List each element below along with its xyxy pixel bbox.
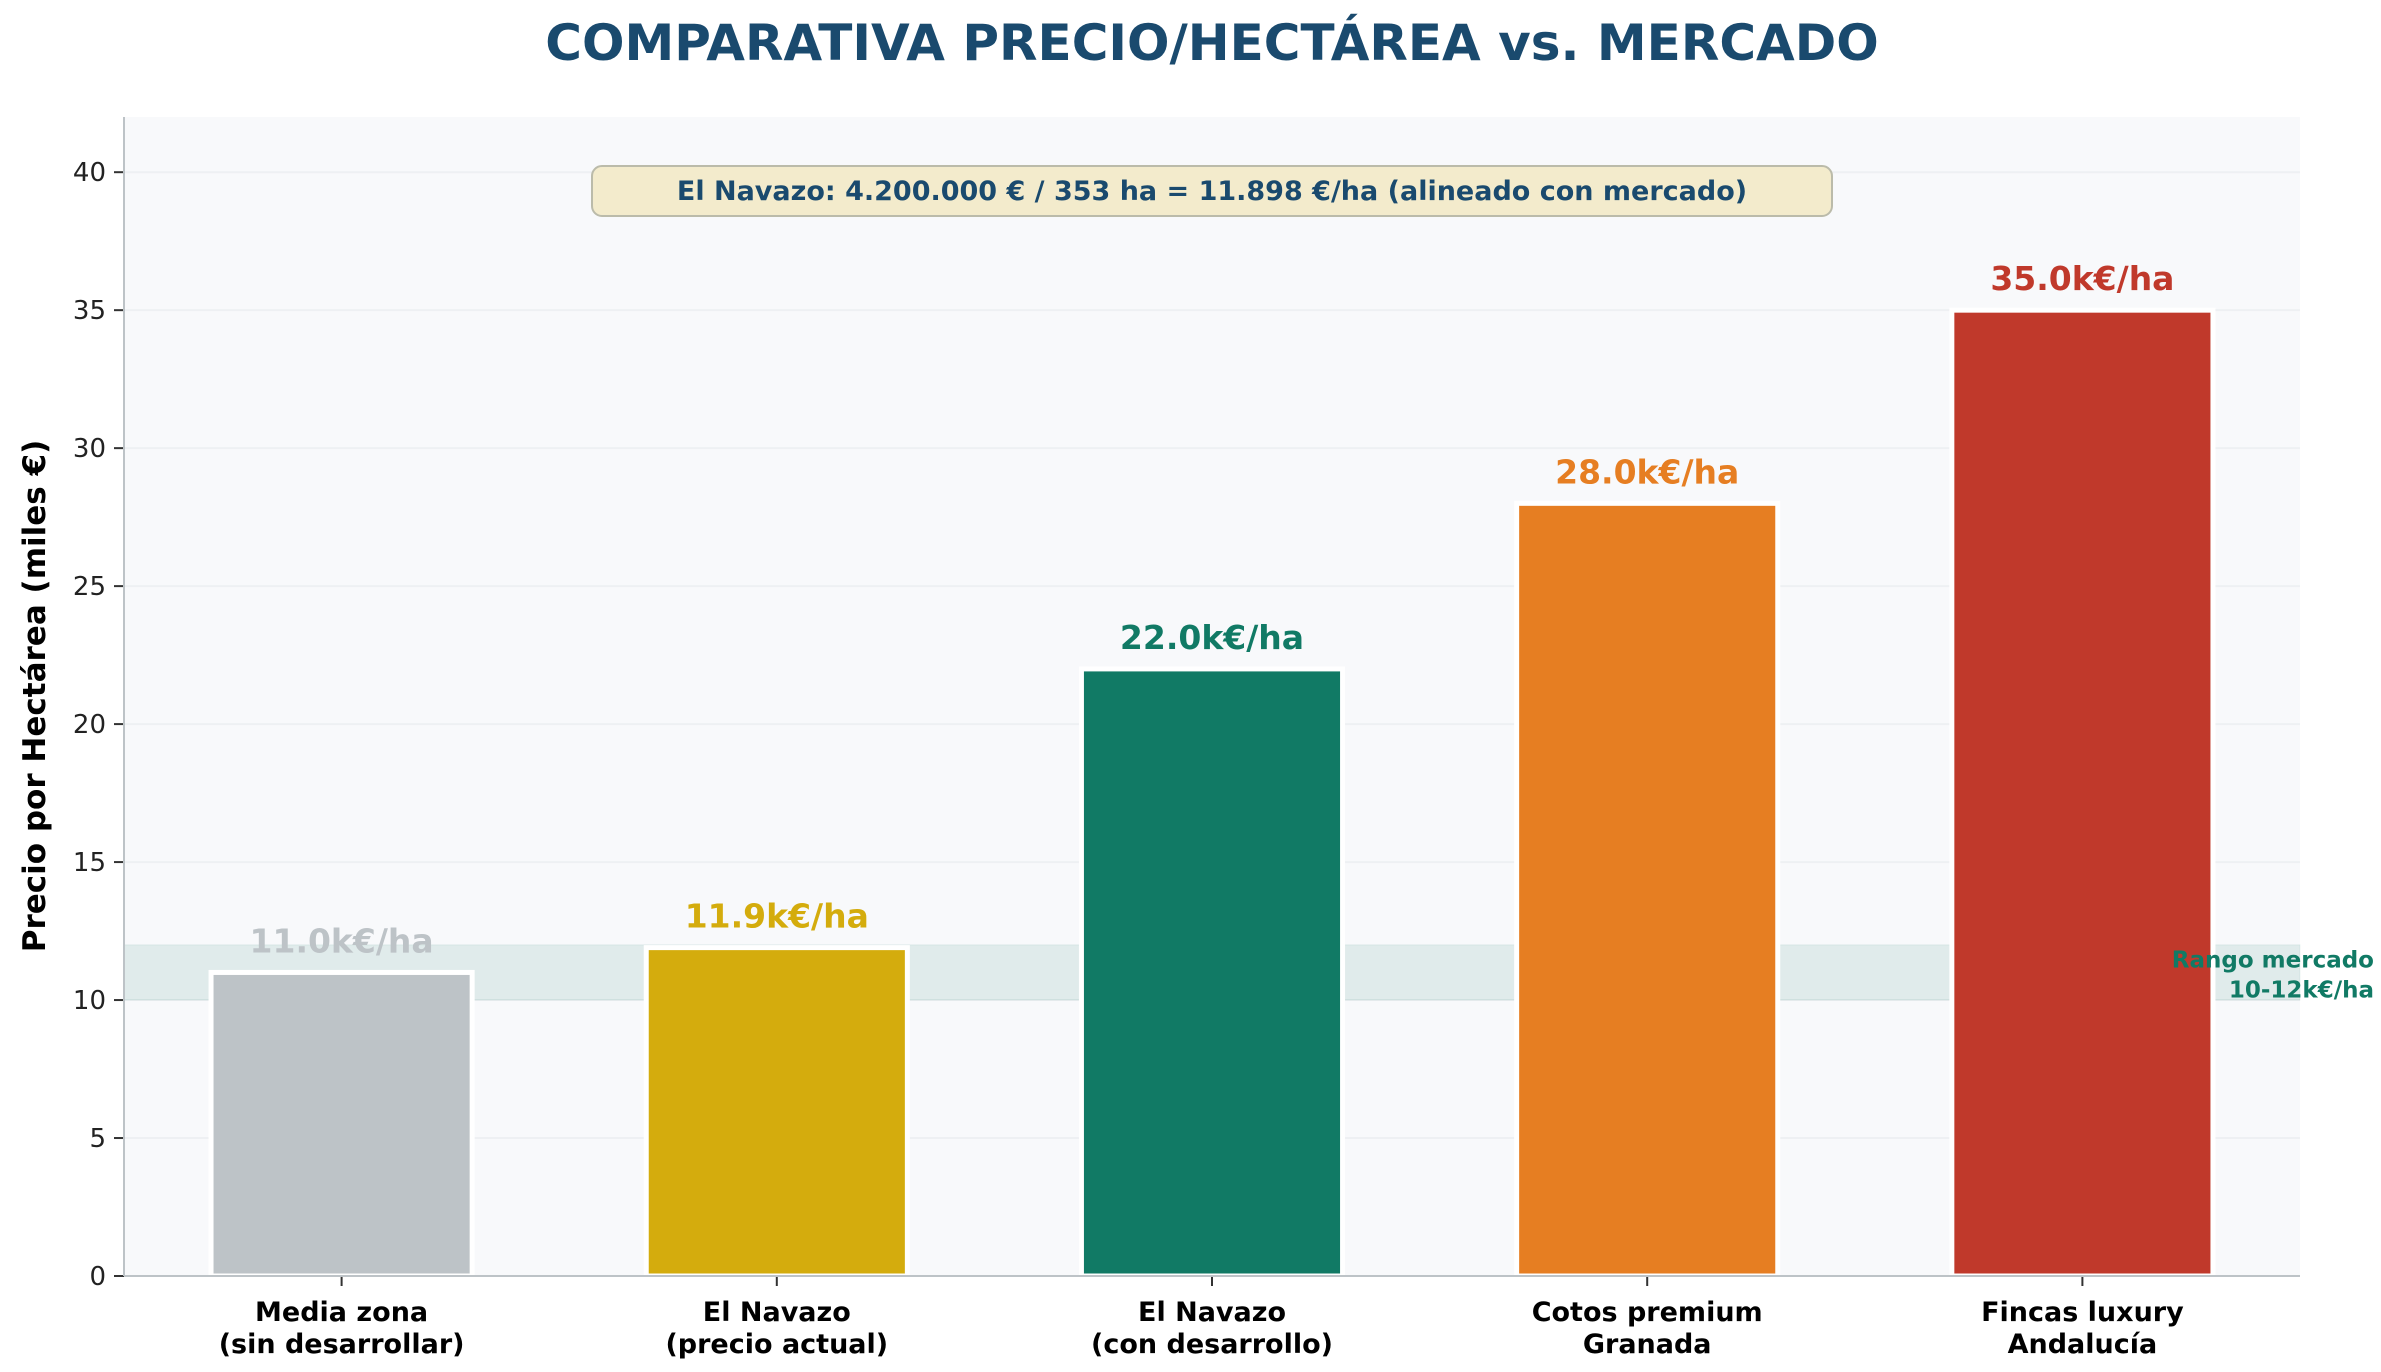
y-tick-label: 20 bbox=[73, 710, 106, 740]
y-tick-label: 5 bbox=[89, 1124, 106, 1154]
y-tick-label: 35 bbox=[73, 296, 106, 326]
bar bbox=[1078, 666, 1346, 1279]
data-label: 11.0k€/ha bbox=[250, 921, 434, 960]
band-label: Rango mercado bbox=[2172, 947, 2374, 973]
x-tick-label: Andalucía bbox=[2008, 1329, 2158, 1360]
bar bbox=[1949, 307, 2216, 1279]
annotation-text: El Navazo: 4.200.000 € / 353 ha = 11.898… bbox=[677, 176, 1747, 207]
x-tick-label: El Navazo bbox=[1138, 1297, 1286, 1328]
y-tick-label: 10 bbox=[73, 986, 106, 1016]
data-label: 35.0k€/ha bbox=[1990, 259, 2174, 298]
data-label: 28.0k€/ha bbox=[1555, 452, 1739, 491]
chart-title: COMPARATIVA PRECIO/HECTÁREA vs. MERCADO bbox=[545, 13, 1878, 72]
x-tick-label: Fincas luxury bbox=[1981, 1297, 2184, 1328]
y-tick-label: 30 bbox=[73, 434, 106, 464]
y-tick-label: 25 bbox=[73, 572, 106, 602]
x-tick-label: (sin desarrollar) bbox=[219, 1329, 465, 1360]
data-label: 11.9k€/ha bbox=[685, 897, 869, 936]
x-tick-label: (precio actual) bbox=[665, 1329, 888, 1360]
y-tick-label: 15 bbox=[73, 848, 106, 878]
annotation-box bbox=[591, 165, 1833, 217]
x-tick-label: Granada bbox=[1583, 1329, 1712, 1360]
x-tick-label: (con desarrollo) bbox=[1091, 1329, 1333, 1360]
bar bbox=[643, 945, 910, 1279]
bar bbox=[208, 969, 475, 1279]
bar bbox=[1514, 500, 1781, 1279]
band-label: 10-12k€/ha bbox=[2229, 977, 2374, 1003]
y-axis-label: Precio por Hectárea (miles €) bbox=[17, 440, 53, 953]
y-tick-label: 0 bbox=[89, 1262, 106, 1292]
x-tick-label: Media zona bbox=[255, 1297, 428, 1328]
x-tick-label: Cotos premium bbox=[1532, 1297, 1763, 1328]
x-tick-label: El Navazo bbox=[703, 1297, 851, 1328]
data-label: 22.0k€/ha bbox=[1120, 618, 1304, 657]
y-tick-label: 40 bbox=[73, 158, 106, 188]
